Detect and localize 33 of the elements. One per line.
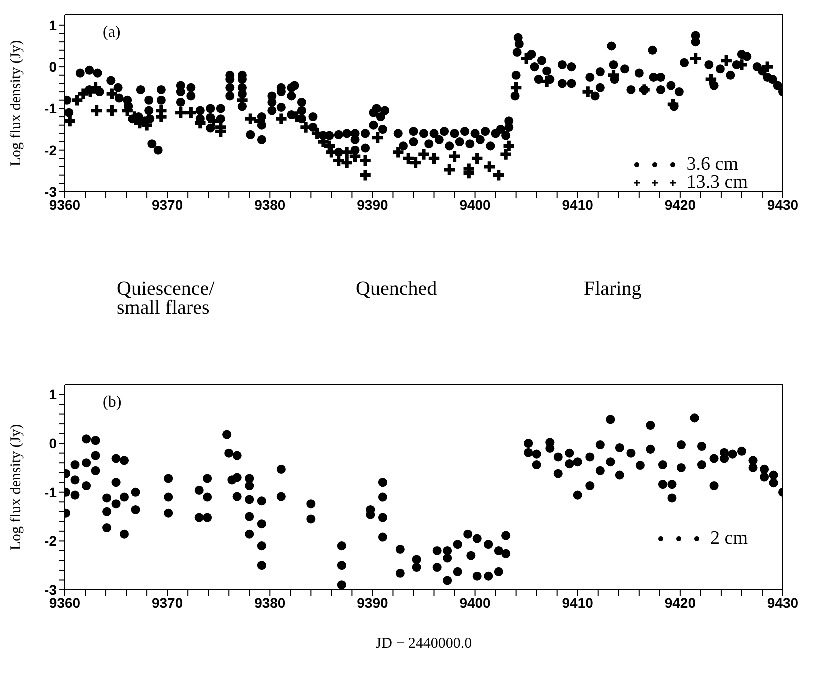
text: Quenched — [356, 278, 438, 300]
x-tick-label: 9410 — [562, 594, 594, 611]
x-tick-label: 9430 — [767, 196, 799, 213]
x-tick-label: 9390 — [357, 594, 388, 611]
x-axis-title: JD − 2440000.0 — [376, 636, 472, 652]
legend-label: 13.3 cm — [686, 172, 748, 193]
x-tick-label: 9380 — [254, 594, 286, 611]
y-axis-title: Log flux density (Jy) — [8, 424, 24, 551]
y-tick-label: -2 — [44, 142, 58, 158]
y-tick-label: 1 — [49, 17, 58, 34]
y-tick-label: -1 — [44, 100, 58, 117]
text: Flaring — [584, 278, 642, 300]
x-tick-label: 9410 — [562, 196, 594, 213]
y-tick-label: -2 — [44, 533, 58, 550]
x-tick-label: 9430 — [767, 594, 799, 611]
x-tick-label: 9400 — [460, 196, 492, 213]
x-tick-label: 9370 — [152, 196, 184, 213]
x-tick-label: 9370 — [152, 594, 184, 611]
legend-label: 3.6 cm — [686, 154, 738, 175]
x-tick-label: 9400 — [460, 594, 492, 611]
x-tick-label: 9420 — [664, 196, 696, 213]
text: Quiescence/ small flares — [117, 278, 215, 319]
x-tick-label: 9420 — [664, 594, 696, 611]
x-tick-label: 9380 — [254, 196, 286, 213]
y-tick-label: 1 — [49, 386, 58, 403]
annotation: (b) — [103, 394, 122, 412]
legend-label: 2 cm — [710, 528, 748, 549]
x-tick-label: 9390 — [357, 196, 388, 213]
y-tick-label: 0 — [49, 59, 58, 76]
y-axis-title: Log flux density (Jy) — [8, 40, 24, 167]
y-tick-label: -1 — [44, 484, 58, 500]
y-tick-label: 0 — [49, 436, 58, 452]
annotation: (a) — [103, 24, 121, 42]
